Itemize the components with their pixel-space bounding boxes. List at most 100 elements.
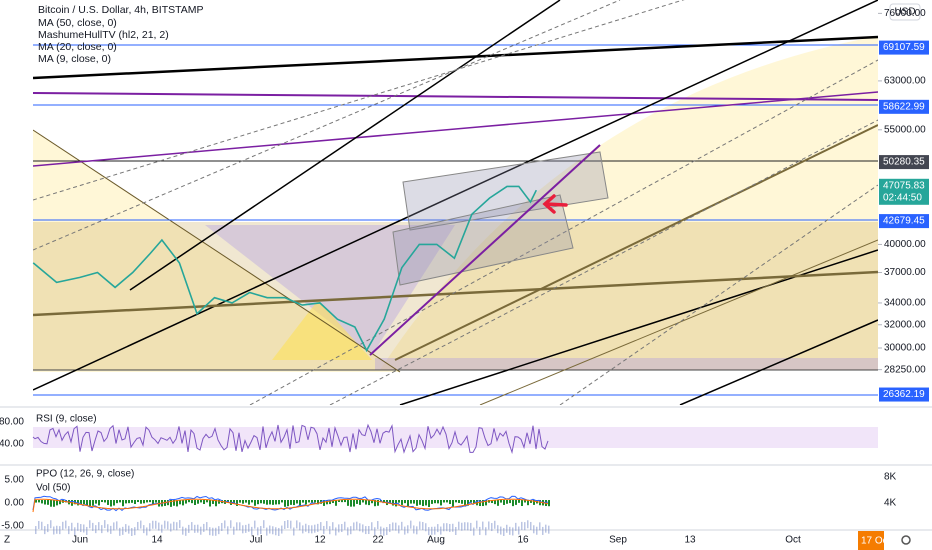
price-tag-label: 58622.99 <box>883 101 925 112</box>
histogram <box>257 500 259 505</box>
fib-arc-area <box>380 36 878 370</box>
volume-bar <box>104 520 106 529</box>
volume-bar <box>98 522 100 531</box>
histogram <box>194 500 196 505</box>
histogram <box>131 500 133 503</box>
volume-bar <box>359 523 361 532</box>
histogram <box>50 500 52 507</box>
volume-bar <box>197 524 199 533</box>
histogram <box>302 500 304 503</box>
volume-bar <box>251 526 253 535</box>
volume-bar <box>173 521 175 530</box>
volume-bar <box>341 524 343 533</box>
channel <box>392 194 574 286</box>
currency-button[interactable] <box>889 3 921 21</box>
histogram <box>137 500 139 503</box>
trend-line <box>129 0 561 291</box>
histogram <box>446 500 448 503</box>
volume-bar <box>431 526 433 535</box>
volume-bar <box>419 521 421 530</box>
volume-bar <box>458 521 460 530</box>
volume-bar <box>62 521 64 530</box>
volume-tick: 8K <box>884 472 897 483</box>
histogram <box>116 500 118 504</box>
volume-bar <box>512 527 514 536</box>
settings-icon[interactable] <box>901 535 911 545</box>
volume-bar <box>41 521 43 530</box>
channel <box>402 151 609 231</box>
volume-bar <box>35 526 37 535</box>
histogram <box>305 500 307 505</box>
histogram <box>494 500 496 505</box>
volume-bar <box>323 525 325 534</box>
volume-bar <box>386 527 388 536</box>
trend-line <box>394 124 878 361</box>
volume-bar <box>242 525 244 534</box>
triangle <box>272 300 372 360</box>
histogram <box>203 500 205 505</box>
volume-bar <box>287 520 289 529</box>
volume-bar <box>206 522 208 531</box>
volume-bar <box>434 526 436 535</box>
rsi-band <box>33 427 878 448</box>
histogram <box>374 500 376 507</box>
volume-bar <box>389 524 391 533</box>
histogram <box>218 500 220 504</box>
volume-bar <box>164 520 166 529</box>
histogram <box>458 500 460 503</box>
histogram <box>41 500 43 504</box>
volume-bar <box>497 525 499 534</box>
volume-bar <box>524 522 526 531</box>
volume-bar <box>410 520 412 529</box>
trend-line <box>33 92 878 101</box>
volume-bar <box>245 524 247 533</box>
histogram <box>146 500 148 503</box>
histogram <box>245 500 247 503</box>
histogram <box>281 500 283 503</box>
volume-bar <box>134 527 136 536</box>
volume-bar <box>260 526 262 535</box>
volume-bar <box>59 526 61 535</box>
ppo-title: PPO (12, 26, 9, close) <box>36 469 134 480</box>
histogram <box>275 500 277 505</box>
histogram <box>353 500 355 507</box>
volume-bar <box>332 522 334 531</box>
histogram <box>197 500 199 504</box>
histogram <box>509 500 511 504</box>
volume-bar <box>404 526 406 535</box>
histogram <box>80 500 82 505</box>
volume-bar <box>365 526 367 535</box>
histogram <box>200 500 202 503</box>
volume-bar <box>305 523 307 532</box>
legend-item: MA (50, close, 0) <box>38 17 117 29</box>
volume-bar <box>443 523 445 532</box>
histogram <box>176 500 178 507</box>
histogram <box>266 500 268 505</box>
volume-bar <box>395 522 397 531</box>
triangle <box>205 225 455 355</box>
zoom-icon[interactable]: Z <box>4 535 10 546</box>
histogram <box>272 500 274 505</box>
price-tick-label: 28250.00 <box>884 364 926 375</box>
legend-symbol: Bitcoin / U.S. Dollar, 4h, BITSTAMP <box>38 4 204 16</box>
histogram <box>350 500 352 507</box>
legend-item: MA (20, close, 0) <box>38 41 117 53</box>
histogram <box>491 500 493 504</box>
volume-bar <box>521 521 523 530</box>
histogram <box>311 500 313 503</box>
currency[interactable]: USD <box>894 7 915 18</box>
trend-line <box>369 144 601 356</box>
price-tag: 58622.99 <box>879 99 929 114</box>
volume-bar <box>95 525 97 534</box>
histogram <box>497 500 499 506</box>
price-tag: 42679.45 <box>879 214 929 229</box>
volume-bar <box>230 520 232 529</box>
histogram <box>140 500 142 504</box>
histogram <box>530 500 532 503</box>
volume-bar <box>194 524 196 533</box>
histogram <box>125 500 127 504</box>
volume-bar <box>248 523 250 532</box>
price-tick-label: 34000.00 <box>884 298 926 309</box>
price-tag-box <box>879 99 929 114</box>
